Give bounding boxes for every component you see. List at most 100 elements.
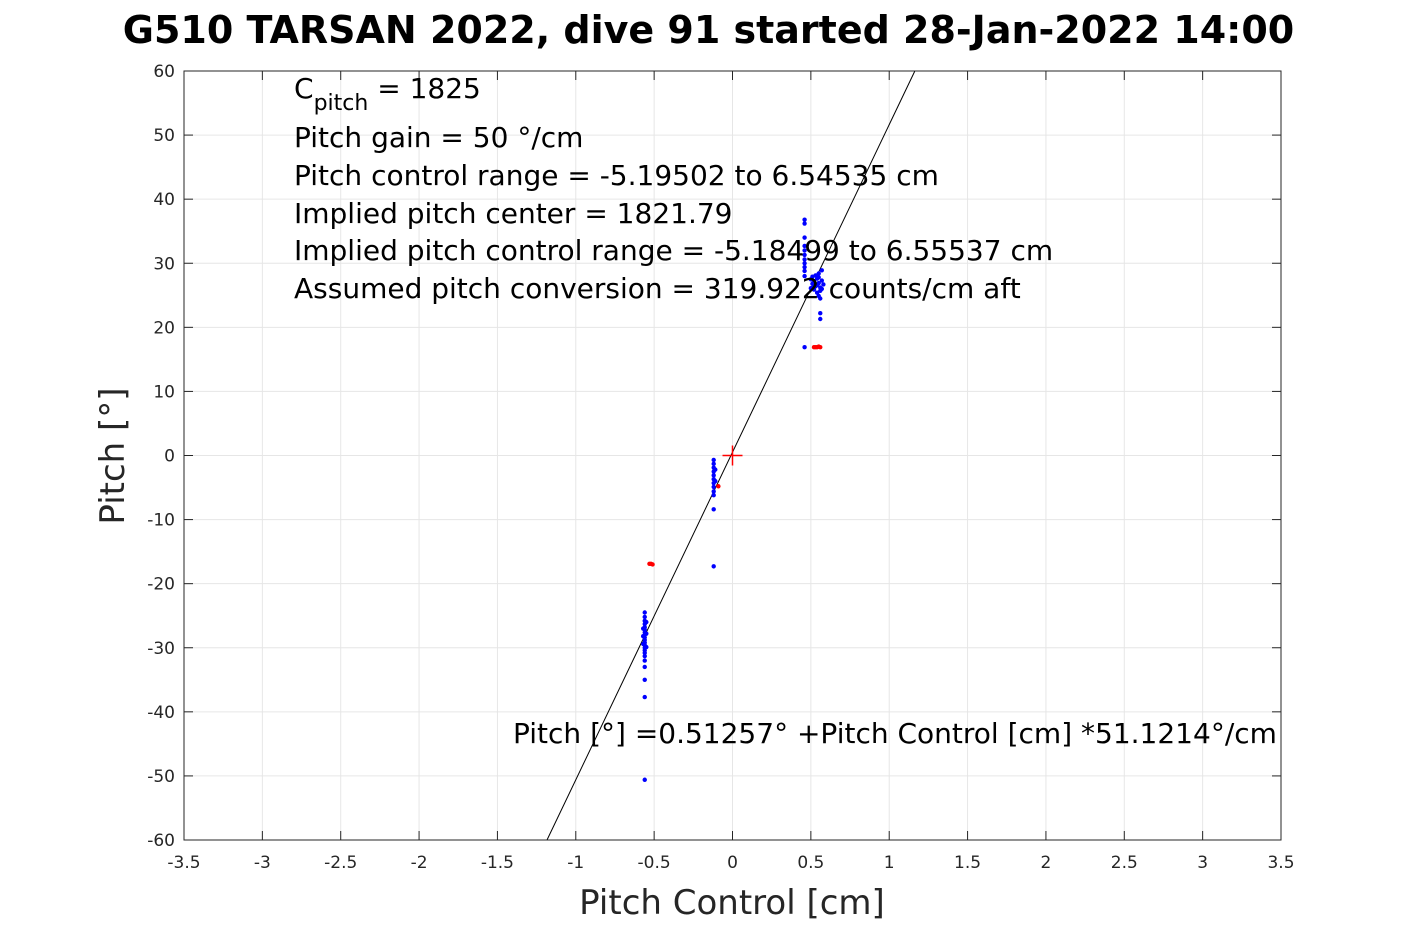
data-point: [802, 252, 807, 258]
axis-ticks: [183, 70, 1282, 841]
x-tick-label: -3.5: [167, 853, 200, 873]
data-point: [818, 316, 823, 322]
y-tick-label: 60: [153, 62, 175, 82]
data-point: [711, 473, 716, 478]
x-tick-label: -2: [411, 853, 428, 873]
x-tick-label: 3: [1197, 853, 1208, 873]
data-point: [821, 282, 826, 287]
data-point: [802, 221, 807, 226]
data-point: [640, 626, 646, 631]
data-point: [802, 264, 807, 270]
annotation-pitch-control-range: Pitch control range = -5.19502 to 6.5453…: [294, 159, 939, 192]
data-point: [802, 217, 807, 222]
annotation-block: Cpitch = 1825 Pitch gain = 50 °/cm Pitch…: [294, 72, 1277, 750]
data-point: [711, 507, 716, 512]
y-tick-label: -20: [147, 575, 175, 595]
data-point: [816, 275, 821, 280]
y-tick-label: -60: [147, 831, 175, 851]
data-point: [642, 610, 647, 615]
x-tick-label: 3.5: [1267, 853, 1294, 873]
data-point: [711, 493, 716, 498]
data-point: [650, 562, 655, 567]
data-point: [713, 467, 718, 472]
data-point: [808, 286, 814, 291]
data-point: [818, 311, 823, 316]
data-point: [802, 248, 807, 253]
data-point: [642, 653, 647, 659]
x-tick-label: -2.5: [324, 853, 357, 873]
annotation-c-pitch-rest: = 1825: [368, 72, 481, 105]
data-point: [802, 257, 807, 262]
data-point: [819, 268, 825, 273]
y-tick-label: -50: [147, 767, 175, 787]
data-point: [644, 644, 649, 650]
x-tick-labels: -3.5 -3 -2.5 -2 -1.5 -1 -0.5 0 0.5 1 1.5 2 2.5 3 3.5: [167, 853, 1294, 873]
x-tick-label: 2.5: [1111, 853, 1138, 873]
x-tick-label: -1: [567, 853, 584, 873]
data-point: [816, 271, 821, 276]
y-tick-label: -40: [147, 703, 175, 723]
data-point: [819, 286, 825, 292]
y-tick-label: 30: [153, 254, 175, 274]
data-point: [642, 677, 647, 682]
x-tick-label: 2: [1041, 853, 1052, 873]
data-point: [642, 664, 647, 670]
annotation-implied-pitch-control-range: Implied pitch control range = -5.18499 t…: [294, 234, 1053, 267]
data-point: [644, 619, 649, 625]
x-tick-label: 0: [727, 853, 738, 873]
data-point: [802, 273, 807, 279]
points-layer: [640, 217, 826, 782]
series-used: [640, 217, 826, 782]
data-point: [644, 631, 649, 636]
data-point: [642, 650, 647, 656]
data-point: [810, 274, 815, 279]
data-point: [642, 614, 647, 620]
data-point: [818, 344, 823, 350]
x-tick-label: -1.5: [481, 853, 514, 873]
y-tick-label: 20: [153, 318, 175, 338]
data-point: [640, 641, 646, 647]
y-tick-label: 0: [164, 447, 175, 467]
data-point: [713, 478, 718, 484]
annotation-pitch-gain: Pitch gain = 50 °/cm: [294, 121, 583, 154]
x-tick-label: 0.5: [797, 853, 824, 873]
y-tick-label: 40: [153, 190, 175, 210]
data-point: [711, 461, 716, 467]
x-tick-label: -0.5: [638, 853, 671, 873]
data-point: [642, 777, 647, 782]
data-point: [811, 278, 817, 284]
data-point: [811, 283, 817, 288]
data-point: [802, 344, 807, 350]
x-axis-label: Pitch Control [cm]: [579, 883, 885, 923]
data-point: [642, 694, 647, 700]
series-excluded: [647, 344, 823, 567]
data-point: [716, 484, 721, 489]
annotation-implied-pitch-center: Implied pitch center = 1821.79: [294, 197, 732, 230]
y-tick-label: 10: [153, 382, 175, 402]
x-tick-label: 1: [884, 853, 895, 873]
data-point: [802, 243, 807, 249]
data-point: [802, 235, 807, 240]
data-point: [819, 278, 825, 283]
data-point: [711, 489, 716, 494]
y-tick-labels: 60 50 40 30 20 10 0 -10 -20 -30 -40 -50 -60: [147, 62, 175, 851]
annotation-assumed-pitch-conversion: Assumed pitch conversion = 319.922 count…: [294, 272, 1021, 305]
y-tick-label: -30: [147, 639, 175, 659]
annotation-c-pitch-main: C: [294, 72, 314, 105]
y-tick-label: -10: [147, 511, 175, 531]
x-tick-label: 1.5: [954, 853, 981, 873]
data-point: [802, 268, 807, 274]
center-marker-layer: [722, 445, 743, 466]
y-tick-label: 50: [153, 126, 175, 146]
y-axis-label: Pitch [°]: [93, 387, 133, 524]
chart-title: G510 TARSAN 2022, dive 91 started 28-Jan…: [122, 8, 1295, 52]
annotation-c-pitch: Cpitch = 1825: [294, 72, 481, 116]
data-point: [640, 634, 646, 639]
data-point: [802, 261, 807, 266]
data-point: [711, 564, 716, 569]
data-point: [711, 484, 716, 490]
x-tick-label: -3: [254, 853, 271, 873]
annotation-fit-equation: Pitch [°] =0.51257° +Pitch Control [cm] …: [513, 717, 1277, 750]
data-point: [711, 457, 716, 463]
